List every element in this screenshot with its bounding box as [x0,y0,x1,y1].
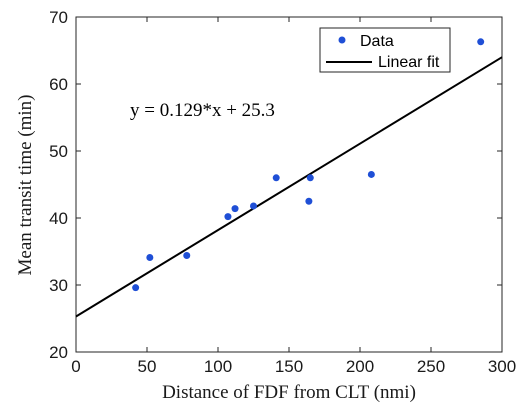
data-point [231,205,239,213]
y-tick-label: 30 [49,276,68,295]
data-point [250,202,257,210]
plot-area [75,16,503,353]
y-axis-ticks: 20 30 40 50 60 70 [49,8,502,362]
y-tick-label: 60 [49,75,68,94]
x-axis-ticks: 0 50 100 150 200 250 300 [71,17,516,376]
legend-marker-data [338,36,346,44]
data-point [132,284,140,292]
x-axis-label: Distance of FDF from CLT (nmi) [162,382,416,403]
data-point [367,170,375,178]
y-axis-label: Mean transit time (min) [15,95,36,276]
data-point [146,254,154,262]
legend-box [319,27,451,73]
data-point [306,174,314,182]
fit-layer [75,56,503,318]
legend-label-fit: Linear fit [378,54,440,71]
equation-annotation: y = 0.129*x + 25.3 [130,100,275,121]
x-tick-label: 150 [275,357,303,376]
x-tick-label: 300 [488,357,516,376]
legend-label-data: Data [360,33,394,50]
y-tick-label: 70 [49,8,68,27]
legend: Data Linear fit [319,27,451,73]
data-point [477,38,485,46]
x-tick-label: 0 [71,357,80,376]
x-tick-label: 250 [417,357,445,376]
y-tick-label: 40 [49,209,68,228]
data-point [224,213,232,221]
data-point [272,174,280,182]
linear-fit-line [75,56,503,318]
y-tick-label: 50 [49,142,68,161]
x-tick-label: 200 [346,357,374,376]
x-tick-label: 50 [138,357,157,376]
data-point [305,197,313,205]
data-point [183,252,191,260]
y-tick-label: 20 [49,343,68,362]
data-points [132,38,485,292]
x-tick-label: 100 [204,357,232,376]
